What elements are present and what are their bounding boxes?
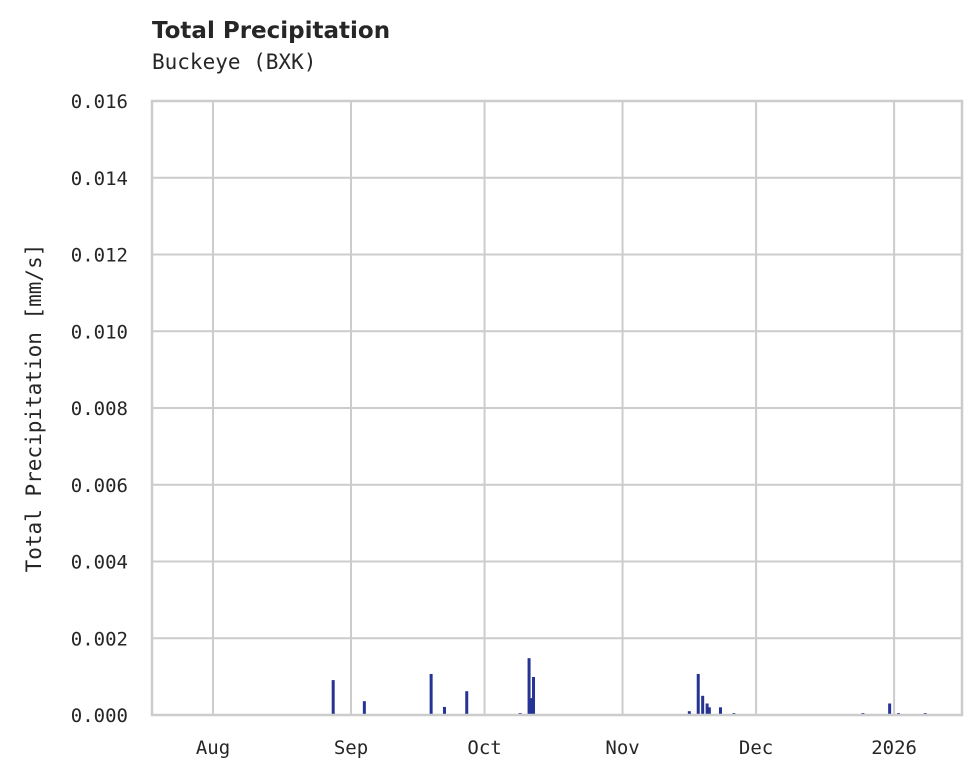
y-tick-label: 0.004 (71, 552, 128, 574)
y-tick-label: 0.006 (71, 475, 128, 497)
x-tick-label: Oct (467, 737, 501, 759)
precip-bar (465, 691, 469, 715)
precip-bar (696, 673, 700, 715)
precip-bar (888, 703, 892, 715)
precip-bar (701, 695, 705, 715)
precip-bar (687, 711, 691, 715)
precip-bar (429, 673, 433, 715)
precip-bar (529, 698, 533, 715)
x-tick-label: Aug (196, 737, 230, 759)
chart-subtitle: Buckeye (BXK) (152, 50, 317, 74)
chart-title: Total Precipitation (152, 18, 391, 44)
x-tick-label: Sep (334, 737, 368, 759)
precip-bar (718, 707, 722, 715)
plot-frame (150, 99, 964, 717)
y-tick-label: 0.012 (71, 245, 128, 267)
y-tick-label: 0.002 (71, 628, 128, 650)
y-tick-label: 0.008 (71, 398, 128, 420)
precip-bar (527, 658, 531, 715)
precip-bar (331, 680, 335, 715)
y-tick-label: 0.000 (71, 705, 128, 727)
precip-bar (362, 701, 366, 715)
y-tick-label: 0.014 (71, 168, 128, 190)
x-tick-label: Nov (605, 737, 639, 759)
y-tick-label: 0.010 (71, 321, 128, 343)
x-tick-label: 2026 (871, 737, 917, 759)
y-tick-label: 0.016 (71, 91, 128, 113)
x-tick-label: Dec (739, 737, 773, 759)
precip-bar (442, 706, 446, 715)
precip-bar (707, 707, 711, 715)
precip-bar (705, 703, 709, 715)
precip-bar (532, 677, 536, 715)
